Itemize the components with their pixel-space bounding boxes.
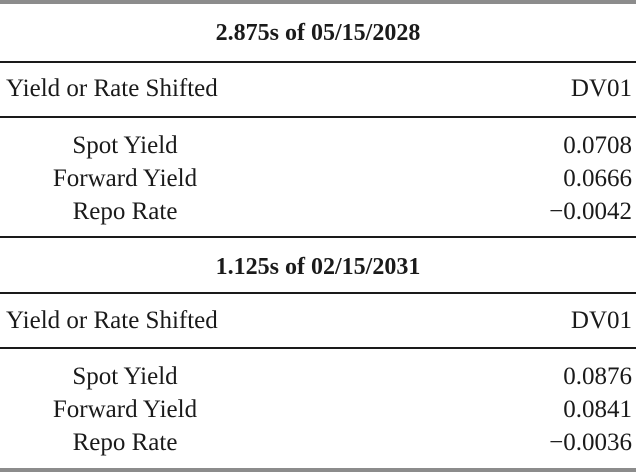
column-header-dv01: DV01 bbox=[570, 75, 632, 102]
row-label: Repo Rate bbox=[72, 429, 178, 456]
section-title: 2.875s of 05/15/2028 bbox=[215, 20, 421, 46]
row-value: 0.0666 bbox=[563, 165, 632, 192]
row-value: 0.0841 bbox=[563, 396, 632, 423]
row-value: −0.0042 bbox=[549, 198, 632, 225]
row-value: 0.0708 bbox=[563, 132, 632, 159]
table-row: Spot Yield 0.0708 bbox=[0, 129, 636, 162]
row-label: Repo Rate bbox=[72, 198, 178, 225]
column-header-yield: Yield or Rate Shifted bbox=[6, 75, 218, 102]
row-label: Forward Yield bbox=[52, 165, 198, 192]
table-row: Repo Rate −0.0042 bbox=[0, 195, 636, 228]
rule bbox=[0, 347, 636, 349]
bottom-rule bbox=[0, 468, 636, 472]
table-row: Forward Yield 0.0841 bbox=[0, 393, 636, 426]
rule bbox=[0, 61, 636, 63]
column-header-dv01: DV01 bbox=[570, 307, 632, 334]
table-row: Forward Yield 0.0666 bbox=[0, 162, 636, 195]
row-label: Spot Yield bbox=[72, 363, 178, 390]
section-divider bbox=[0, 236, 636, 238]
top-rule bbox=[0, 0, 636, 4]
row-value: −0.0036 bbox=[549, 429, 632, 456]
section-title: 1.125s of 02/15/2031 bbox=[215, 254, 421, 280]
rule bbox=[0, 116, 636, 118]
column-header-yield: Yield or Rate Shifted bbox=[6, 307, 218, 334]
row-label: Spot Yield bbox=[72, 132, 178, 159]
row-label: Forward Yield bbox=[52, 396, 198, 423]
table-row: Spot Yield 0.0876 bbox=[0, 360, 636, 393]
row-value: 0.0876 bbox=[563, 363, 632, 390]
table-row: Repo Rate −0.0036 bbox=[0, 426, 636, 459]
rule bbox=[0, 292, 636, 294]
